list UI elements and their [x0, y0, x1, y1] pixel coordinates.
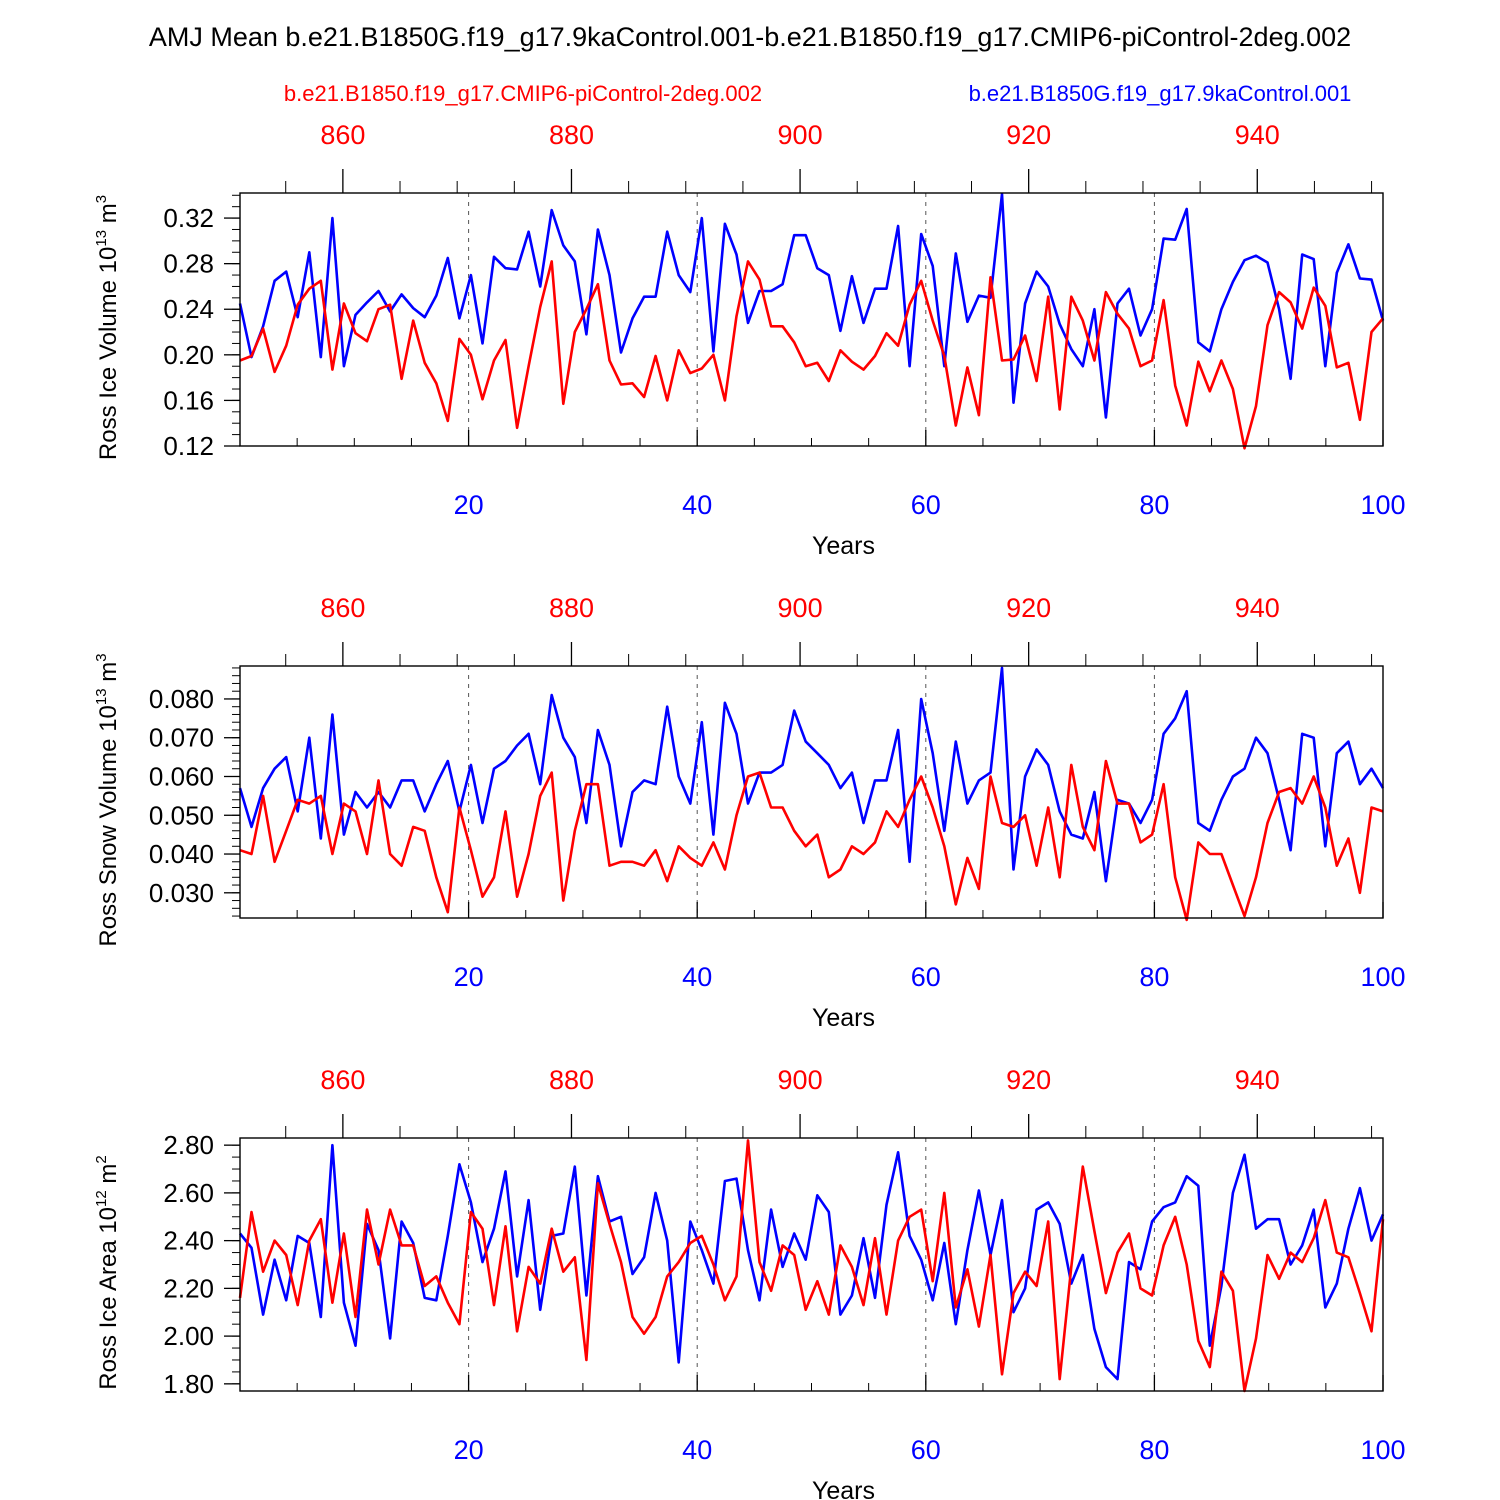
x-tick-label-top: 940 [1235, 1065, 1280, 1095]
x-axis-title: Years [812, 532, 875, 560]
y-tick-label: 0.12 [163, 431, 214, 461]
x-tick-label-bottom: 80 [1139, 962, 1169, 992]
y-tick-label: 0.20 [163, 340, 214, 370]
x-tick-label-bottom: 40 [682, 962, 712, 992]
x-tick-label-top: 880 [549, 120, 594, 150]
chart-title: AMJ Mean b.e21.B1850G.f19_g17.9kaControl… [149, 22, 1351, 52]
series-line-blue [238, 1143, 1385, 1381]
x-tick-label-bottom: 100 [1360, 490, 1405, 520]
y-tick-label: 0.32 [163, 203, 214, 233]
x-tick-label-top: 860 [320, 1065, 365, 1095]
y-tick-label: 0.24 [163, 294, 214, 324]
x-tick-label-bottom: 80 [1139, 1435, 1169, 1465]
x-tick-label-bottom: 100 [1360, 962, 1405, 992]
y-tick-label: 0.28 [163, 249, 214, 279]
x-tick-label-bottom: 20 [454, 490, 484, 520]
x-tick-label-top: 860 [320, 120, 365, 150]
x-tick-label-top: 880 [549, 1065, 594, 1095]
x-tick-label-top: 920 [1006, 1065, 1051, 1095]
y-tick-label: 0.060 [149, 761, 214, 791]
panel-ice-area: 1.80 2.00 2.20 2.40 2.60 2.80 20 40 60 80 100 860 88… [93, 1065, 1406, 1500]
x-tick-label-top: 940 [1235, 120, 1280, 150]
y-tick-label: 0.080 [149, 684, 214, 714]
series-line-red [238, 1139, 1385, 1393]
x-tick-label-bottom: 60 [911, 962, 941, 992]
y-axis-title: Ross Ice Area 1012 m2 [93, 1155, 122, 1389]
series-line-blue [238, 192, 1385, 419]
panel-snow-volume: 0.030 0.040 0.050 0.060 0.070 0.080 20 40 60 80 10… [93, 593, 1406, 1032]
x-tick-label-top: 900 [778, 593, 823, 623]
x-tick-label-top: 900 [778, 120, 823, 150]
x-tick-label-top: 860 [320, 593, 365, 623]
y-tick-label: 2.20 [163, 1273, 214, 1303]
series-line-red [239, 260, 1384, 450]
x-tick-label-bottom: 40 [682, 490, 712, 520]
legend-blue-label: b.e21.B1850G.f19_g17.9kaControl.001 [969, 81, 1352, 106]
plot-frame [239, 665, 1384, 919]
x-axis-title: Years [812, 1004, 875, 1032]
y-axis-title: Ross Snow Volume 1013 m3 [93, 653, 122, 946]
series-line-red [239, 759, 1384, 922]
x-tick-label-bottom: 60 [911, 490, 941, 520]
y-tick-label: 1.80 [163, 1369, 214, 1399]
y-tick-label: 0.070 [149, 723, 214, 753]
y-axis-title: Ross Ice Volume 1013 m3 [93, 195, 122, 460]
x-axis-title: Years [812, 1477, 875, 1500]
y-tick-label: 2.40 [163, 1226, 214, 1256]
y-tick-label: 0.16 [163, 385, 214, 415]
x-tick-label-top: 920 [1006, 593, 1051, 623]
x-tick-label-top: 880 [549, 593, 594, 623]
panel-ice-volume: 0.12 0.16 0.20 0.24 0.28 0.32 20 40 60 80 100 860 88… [93, 120, 1406, 560]
x-tick-label-bottom: 60 [911, 1435, 941, 1465]
x-tick-label-bottom: 20 [454, 962, 484, 992]
y-tick-label: 0.050 [149, 800, 214, 830]
y-tick-label: 0.030 [149, 878, 214, 908]
x-tick-label-bottom: 20 [454, 1435, 484, 1465]
x-tick-label-bottom: 40 [682, 1435, 712, 1465]
y-tick-label: 2.00 [163, 1321, 214, 1351]
y-tick-label: 0.040 [149, 839, 214, 869]
x-tick-label-top: 900 [778, 1065, 823, 1095]
x-tick-label-top: 940 [1235, 593, 1280, 623]
y-tick-label: 2.80 [163, 1130, 214, 1160]
x-tick-label-top: 920 [1006, 120, 1051, 150]
legend-red-label: b.e21.B1850.f19_g17.CMIP6-piControl-2deg… [284, 81, 762, 106]
y-tick-label: 2.60 [163, 1178, 214, 1208]
series-line-blue [238, 666, 1385, 883]
x-tick-label-bottom: 80 [1139, 490, 1169, 520]
plot-frame [239, 192, 1384, 447]
x-tick-label-bottom: 100 [1360, 1435, 1405, 1465]
